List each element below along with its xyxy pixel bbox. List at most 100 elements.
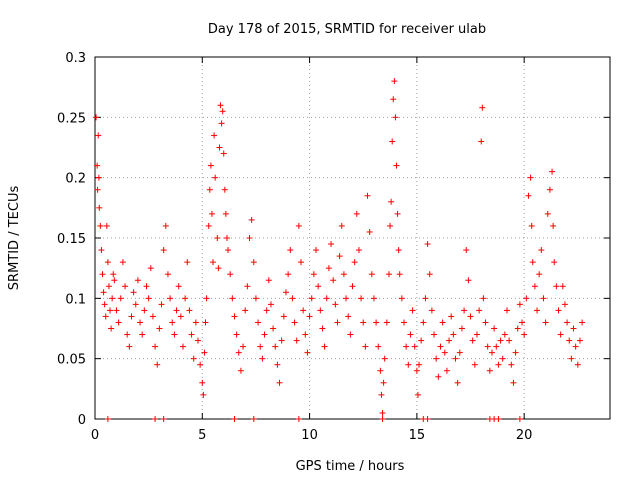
data-point bbox=[512, 349, 519, 356]
data-point bbox=[525, 192, 532, 199]
data-point bbox=[422, 295, 429, 302]
data-point bbox=[370, 295, 377, 302]
data-point bbox=[216, 144, 223, 151]
data-point bbox=[338, 222, 345, 229]
data-point bbox=[499, 355, 506, 362]
x-tick-label: 10 bbox=[301, 428, 318, 443]
x-axis-label: GPS time / hours bbox=[296, 459, 405, 474]
data-point bbox=[411, 343, 418, 350]
data-point bbox=[103, 222, 110, 229]
data-point bbox=[506, 337, 513, 344]
data-point bbox=[202, 319, 209, 326]
data-point bbox=[428, 307, 435, 314]
data-point bbox=[534, 307, 541, 314]
data-point bbox=[416, 361, 423, 368]
data-point bbox=[95, 132, 102, 139]
data-point bbox=[553, 283, 560, 290]
data-point bbox=[211, 132, 218, 139]
zero-point bbox=[160, 416, 167, 422]
data-point bbox=[358, 295, 365, 302]
data-point bbox=[206, 186, 213, 193]
data-point bbox=[231, 313, 238, 320]
y-tick-label: 0.3 bbox=[65, 51, 86, 66]
data-point bbox=[454, 379, 461, 386]
data-point bbox=[380, 379, 387, 386]
zero-point bbox=[295, 416, 302, 422]
data-point bbox=[519, 319, 526, 326]
data-point bbox=[149, 313, 156, 320]
data-point bbox=[521, 331, 528, 338]
data-point bbox=[340, 271, 347, 278]
data-point bbox=[570, 325, 577, 332]
data-point bbox=[488, 349, 495, 356]
data-point bbox=[373, 319, 380, 326]
data-point bbox=[347, 331, 354, 338]
data-point bbox=[137, 319, 144, 326]
data-point bbox=[407, 331, 414, 338]
data-point bbox=[97, 222, 104, 229]
data-point bbox=[100, 289, 107, 296]
zero-point bbox=[250, 416, 257, 422]
data-point bbox=[523, 295, 530, 302]
data-point bbox=[395, 247, 402, 254]
data-point bbox=[248, 216, 255, 223]
data-point bbox=[102, 313, 109, 320]
data-point bbox=[285, 271, 292, 278]
data-point bbox=[310, 271, 317, 278]
data-point bbox=[377, 367, 384, 374]
data-point bbox=[263, 307, 270, 314]
data-point bbox=[186, 307, 193, 314]
data-point bbox=[493, 343, 500, 350]
data-point bbox=[108, 325, 115, 332]
data-point bbox=[388, 198, 395, 205]
data-point bbox=[291, 319, 298, 326]
data-point bbox=[282, 289, 289, 296]
data-point bbox=[93, 114, 100, 121]
data-point bbox=[304, 349, 311, 356]
data-point bbox=[516, 301, 523, 308]
data-point bbox=[200, 391, 207, 398]
data-point bbox=[448, 313, 455, 320]
data-point bbox=[566, 337, 573, 344]
data-point bbox=[164, 271, 171, 278]
data-point bbox=[219, 108, 226, 115]
data-point bbox=[190, 355, 197, 362]
data-point bbox=[387, 222, 394, 229]
zero-point bbox=[231, 416, 238, 422]
data-point bbox=[334, 319, 341, 326]
data-point bbox=[317, 307, 324, 314]
data-point bbox=[115, 319, 122, 326]
data-point bbox=[394, 210, 401, 217]
data-point bbox=[99, 271, 106, 278]
x-tick-label: 0 bbox=[91, 428, 99, 443]
data-point bbox=[111, 277, 118, 284]
data-point bbox=[484, 343, 491, 350]
data-point bbox=[349, 283, 356, 290]
data-point bbox=[257, 343, 264, 350]
data-point bbox=[188, 331, 195, 338]
data-point bbox=[147, 265, 154, 272]
data-point bbox=[540, 295, 547, 302]
data-point bbox=[94, 162, 101, 169]
x-tick-label: 20 bbox=[516, 428, 533, 443]
data-point bbox=[368, 271, 375, 278]
data-point bbox=[393, 162, 400, 169]
zero-point bbox=[152, 416, 159, 422]
data-point bbox=[486, 367, 493, 374]
data-point bbox=[182, 295, 189, 302]
data-point bbox=[220, 150, 227, 157]
data-point bbox=[403, 343, 410, 350]
data-point bbox=[197, 361, 204, 368]
data-point bbox=[473, 331, 480, 338]
data-point bbox=[152, 343, 159, 350]
data-point bbox=[201, 349, 208, 356]
data-point bbox=[390, 96, 397, 103]
grid-lines bbox=[95, 57, 610, 419]
data-point bbox=[126, 343, 133, 350]
data-point bbox=[420, 319, 427, 326]
data-point bbox=[110, 271, 117, 278]
data-point bbox=[259, 355, 266, 362]
data-point bbox=[435, 373, 442, 380]
data-point bbox=[480, 295, 487, 302]
data-point bbox=[154, 361, 161, 368]
